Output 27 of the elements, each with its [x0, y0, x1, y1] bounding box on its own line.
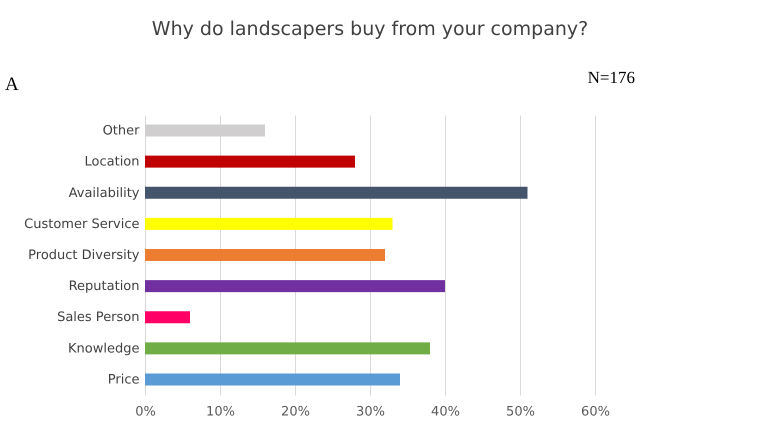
y-tick-label: Sales Person [57, 310, 140, 326]
bar [145, 218, 392, 230]
x-tick-label: 20% [281, 404, 310, 420]
bar [145, 373, 400, 386]
y-tick-label: Product Diversity [28, 248, 140, 263]
x-tick-label: 40% [431, 404, 460, 420]
bar [145, 311, 190, 324]
x-tick-label: 30% [356, 404, 385, 420]
y-tick-label: Price [108, 372, 140, 388]
x-tick-label: 10% [206, 404, 235, 420]
y-tick-label: Customer Service [24, 216, 140, 232]
bar [145, 342, 430, 354]
bar [145, 186, 528, 199]
x-tick-label: 0% [135, 404, 156, 420]
bar [145, 156, 355, 168]
y-tick-label: Reputation [68, 279, 140, 294]
text: A [5, 74, 19, 95]
bar [145, 280, 445, 292]
y-tick-label: Availability [68, 186, 140, 201]
y-tick-label: Location [84, 154, 140, 170]
bar [145, 249, 385, 261]
y-tick-label: Other [102, 124, 140, 139]
y-tick-label: Knowledge [68, 341, 140, 356]
x-tick-label: 60% [581, 404, 610, 420]
x-tick-label: 50% [506, 404, 535, 420]
text: N=176 [588, 68, 635, 87]
chart-title: Why do landscapers buy from your company? [152, 18, 588, 40]
